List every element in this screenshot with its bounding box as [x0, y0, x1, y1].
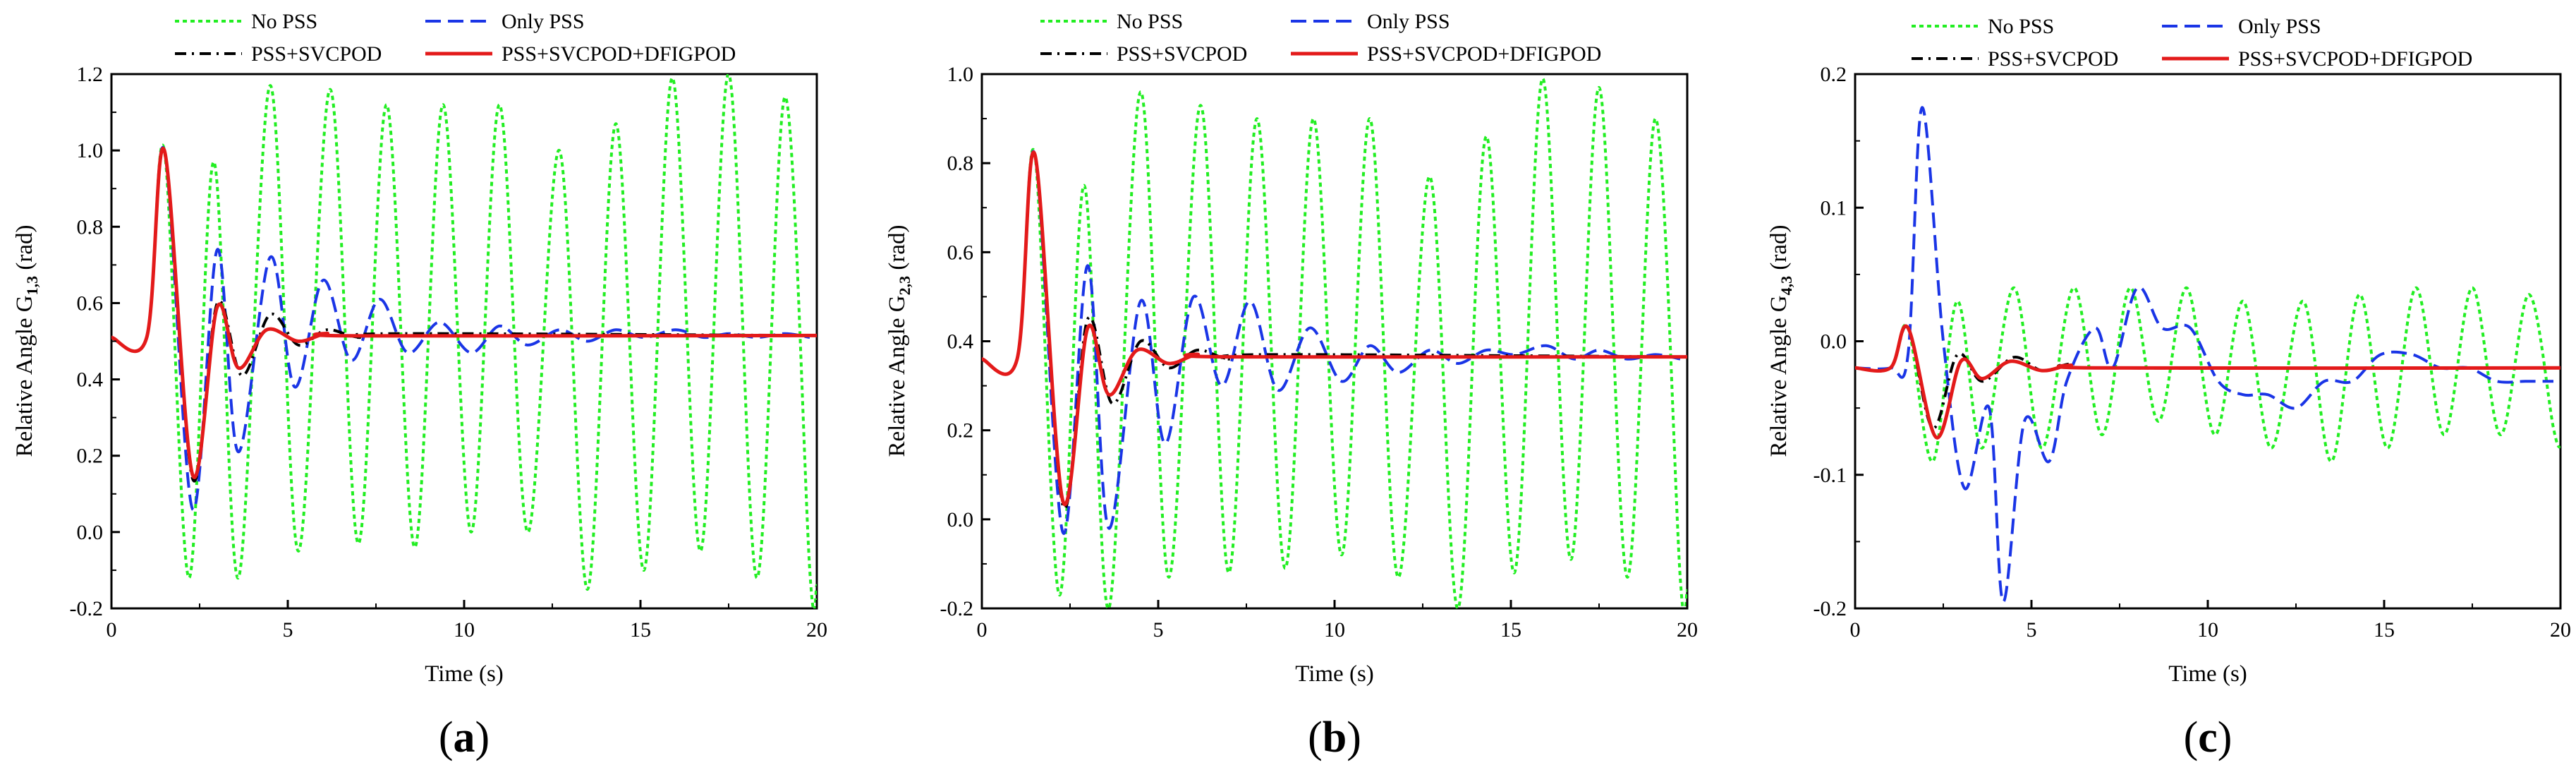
legend-label: No PSS [251, 10, 317, 33]
y-axis-title: Relative Angle G2,3 (rad) [885, 225, 913, 457]
panel-label-a: (a) [439, 714, 490, 762]
series-line-no-pss [111, 74, 817, 608]
y-tick-label: 1.0 [947, 63, 974, 86]
series-line-pss-svcpod [1855, 325, 2560, 430]
x-tick-label: 0 [977, 618, 988, 642]
legend-label: Only PSS [2238, 15, 2321, 38]
legend-label: PSS+SVCPOD+DFIGPOD [1367, 42, 1601, 66]
legend-label: No PSS [1988, 15, 2054, 38]
series-layer [1855, 106, 2560, 603]
y-tick-label: -0.2 [70, 597, 104, 620]
y-tick-label: 0.0 [77, 521, 104, 544]
panel-a: 0 5 10 15 20 -0.2 0.0 0.2 0.4 0.6 0.8 1.0 1.2 Time (… [12, 10, 827, 762]
legend: No PSS Only PSS PSS+SVCPOD PSS+SVCPOD+DFIGP… [175, 10, 736, 66]
y-tick-label: 1.0 [77, 139, 104, 162]
legend-label: Only PSS [1367, 10, 1450, 33]
series-line-only-pss [111, 146, 810, 512]
y-tick-label: 0.2 [77, 445, 104, 468]
x-tick-label: 20 [1677, 618, 1698, 642]
x-tick-label: 10 [454, 618, 475, 642]
legend-label: PSS+SVCPOD [1117, 42, 1247, 66]
ticks-layer: 0 5 10 15 20 -0.2 0.0 0.2 0.4 0.6 0.8 1.0 1.2 [70, 63, 828, 642]
ticks-layer: 0 5 10 15 20 -0.2 0.0 0.2 0.4 0.6 0.8 1.0 [940, 63, 1699, 642]
x-tick-label: 5 [283, 618, 293, 642]
series-layer [111, 74, 817, 608]
y-tick-label: 0.6 [77, 291, 104, 315]
series-line-no-pss [1855, 286, 2560, 463]
series-line-pss-svcpod-dfigpod [111, 146, 817, 479]
x-axis-title: Time (s) [2168, 661, 2247, 687]
plot-frame [110, 73, 818, 610]
y-tick-label: 0.2 [1821, 63, 1847, 86]
x-tick-label: 10 [1324, 618, 1345, 642]
y-tick-label: -0.1 [1813, 464, 1847, 487]
series-line-only-pss [982, 150, 1681, 535]
x-tick-label: 20 [2550, 618, 2571, 642]
series-line-no-pss [982, 77, 1687, 608]
legend: No PSS Only PSS PSS+SVCPOD PSS+SVCPOD+DFIGP… [1040, 10, 1601, 66]
legend: No PSS Only PSS PSS+SVCPOD PSS+SVCPOD+DFIGP… [1912, 15, 2472, 71]
panel-label-c: (c) [2184, 714, 2232, 762]
legend-label: PSS+SVCPOD [251, 42, 382, 66]
x-axis-title: Time (s) [1295, 661, 1374, 687]
y-tick-label: -0.2 [940, 597, 974, 620]
panel-label-b: (b) [1308, 714, 1361, 762]
x-tick-label: 0 [1850, 618, 1861, 642]
x-tick-label: 5 [2027, 618, 2037, 642]
plot-frame [1854, 73, 2562, 610]
y-axis-title: Relative Angle G4,3 (rad) [1766, 225, 1795, 457]
ticks-layer: 0 5 10 15 20 -0.2 -0.1 0.0 0.1 0.2 [1813, 63, 2572, 642]
y-tick-label: 0.4 [77, 368, 104, 392]
legend-label: PSS+SVCPOD [1988, 47, 2118, 71]
series-layer [982, 77, 1687, 608]
y-tick-label: 0.4 [947, 330, 974, 354]
y-tick-label: -0.2 [1813, 597, 1847, 620]
y-tick-label: 1.2 [77, 63, 104, 86]
series-line-pss-svcpod-dfigpod [1855, 324, 2560, 440]
legend-label: PSS+SVCPOD+DFIGPOD [502, 42, 736, 66]
panel-b: 0 5 10 15 20-0.20.00.20.40.60.81.0 Time (s) … [885, 10, 1698, 762]
legend-label: Only PSS [502, 10, 585, 33]
x-tick-label: 15 [2374, 618, 2395, 642]
y-tick-label: 0.2 [947, 419, 974, 443]
x-tick-label: 15 [1500, 618, 1521, 642]
panel-c: 0 5 10 15 20 -0.2 -0.1 0.0 0.1 0.2 Time (s) Relat… [1766, 15, 2571, 762]
y-tick-label: 0.1 [1821, 196, 1847, 219]
x-tick-label: 5 [1153, 618, 1164, 642]
y-tick-label: 0.0 [947, 508, 974, 531]
plot-frame [980, 73, 1689, 610]
series-line-only-pss [1855, 106, 2553, 603]
x-tick-label: 15 [630, 618, 651, 642]
y-tick-label: 0.0 [1821, 330, 1847, 354]
y-tick-label: 0.8 [947, 152, 974, 175]
y-tick-label: 0.8 [77, 215, 104, 239]
x-tick-label: 0 [107, 618, 117, 642]
x-tick-label: 20 [806, 618, 827, 642]
series-line-pss-svcpod-dfigpod [982, 150, 1687, 507]
y-axis-title: Relative Angle G1,3 (rad) [12, 225, 41, 457]
x-axis-title: Time (s) [425, 661, 504, 687]
y-tick-label: 0.6 [947, 241, 974, 264]
legend-label: PSS+SVCPOD+DFIGPOD [2238, 47, 2472, 71]
legend-label: No PSS [1117, 10, 1183, 33]
x-tick-label: 10 [2197, 618, 2218, 642]
